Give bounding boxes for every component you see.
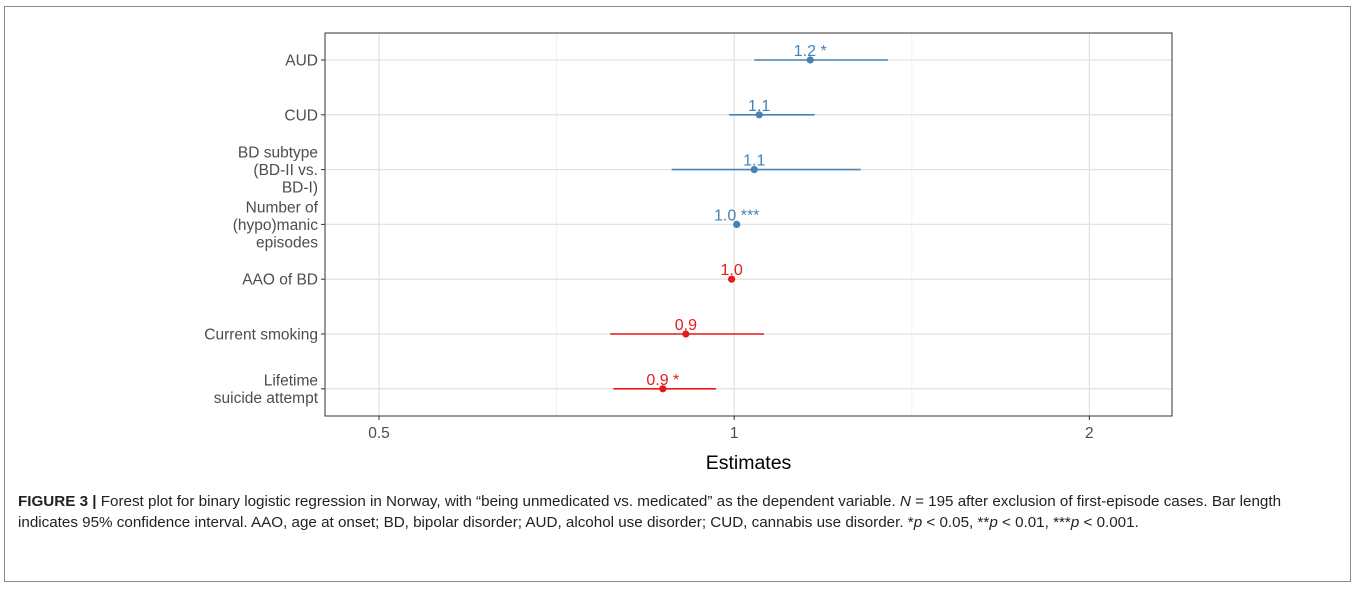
estimate-point xyxy=(755,111,763,119)
value-label: 1.0 xyxy=(720,262,742,279)
value-label: 1.2 * xyxy=(794,43,827,60)
estimate-point xyxy=(750,166,758,174)
y-tick-label: AAO of BD xyxy=(242,272,318,289)
caption-text-1: Forest plot for binary logistic regressi… xyxy=(96,493,900,510)
caption-sig-1: < 0.05, ** xyxy=(922,513,990,531)
x-tick-label: 2 xyxy=(1085,425,1094,442)
y-tick-label-line: Lifetime xyxy=(264,373,318,390)
y-tick-label-line: Number of xyxy=(246,199,319,216)
y-tick-label: BD subtype (BD-II vs. BD-I) xyxy=(238,145,318,197)
caption-label: FIGURE 3 | xyxy=(18,493,97,510)
estimate-point xyxy=(728,275,736,283)
y-tick-label: AUD xyxy=(285,53,318,70)
x-tick-label: 1 xyxy=(730,425,739,442)
y-tick-label-line: BD-I) xyxy=(282,180,318,197)
y-tick-label-line: CUD xyxy=(284,107,318,124)
y-tick-label: CUD xyxy=(284,107,318,124)
forest-plot: 1.2 * 1.1 1.1 1.0 *** 1.0 0.9 0.9 * AUD CUD BD su… xyxy=(204,32,1173,474)
caption-sig-2: < 0.01, *** xyxy=(997,513,1071,531)
y-tick-label: Lifetime suicide attempt xyxy=(214,373,319,408)
estimate-point xyxy=(682,330,690,338)
caption-p-2: p xyxy=(989,513,998,531)
y-tick-label-line: suicide attempt xyxy=(214,390,319,407)
y-tick-label-line: episodes xyxy=(256,234,318,251)
y-tick-label: Current smoking xyxy=(204,327,318,344)
y-tick-label-line: AUD xyxy=(285,53,318,70)
value-label: 1.0 *** xyxy=(714,207,759,224)
estimate-point xyxy=(806,56,814,64)
value-label: 0.9 * xyxy=(646,372,679,389)
value-label: 0.9 xyxy=(675,317,697,334)
caption-p-1: p xyxy=(913,513,923,531)
caption-text-2: = 195 after exclusion of first-episode c… xyxy=(18,493,1282,531)
value-label: 1.1 xyxy=(743,153,765,170)
x-axis-title: Estimates xyxy=(706,452,792,474)
y-tick-label-line: Current smoking xyxy=(204,327,318,344)
y-tick-label-line: (BD-II vs. xyxy=(253,162,318,179)
estimate-point xyxy=(733,220,741,228)
caption-sig-prefix: * xyxy=(907,513,914,531)
y-tick-label: Number of (hypo)manic episodes xyxy=(233,199,319,251)
caption-p-3: p xyxy=(1070,513,1080,531)
caption-n-symbol: N xyxy=(899,493,911,510)
y-tick-label-line: BD subtype xyxy=(238,145,318,162)
caption-sig-3: < 0.001. xyxy=(1079,513,1139,531)
figure-caption: FIGURE 3 | Forest plot for binary logist… xyxy=(18,492,1336,533)
x-tick-label: 0.5 xyxy=(368,425,390,442)
value-label: 1.1 xyxy=(748,98,770,115)
y-tick-label-line: AAO of BD xyxy=(242,272,318,289)
estimate-point xyxy=(659,385,667,393)
y-tick-label-line: (hypo)manic xyxy=(233,217,319,234)
